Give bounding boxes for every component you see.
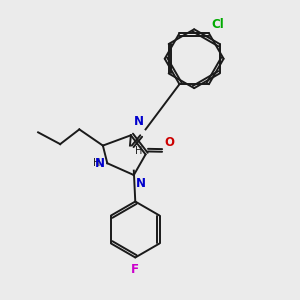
Text: H: H (135, 146, 142, 157)
Text: Cl: Cl (211, 18, 224, 31)
Text: F: F (131, 263, 139, 276)
Text: N: N (95, 157, 105, 170)
Text: N: N (136, 177, 146, 190)
Text: H: H (93, 158, 100, 168)
Text: O: O (165, 136, 175, 148)
Text: N: N (134, 115, 144, 128)
